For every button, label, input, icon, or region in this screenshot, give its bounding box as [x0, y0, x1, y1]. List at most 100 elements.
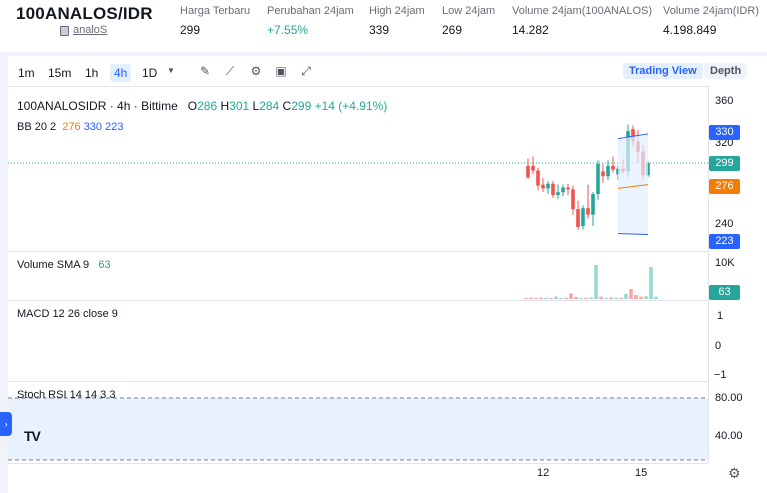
candle-body: [596, 163, 600, 195]
bb-upper-line: [617, 133, 649, 140]
stat-volume-base: Volume 24jam(100ANALOS) 14.282: [512, 5, 652, 37]
chart-settings-gear-icon[interactable]: ⚙: [728, 465, 741, 481]
volume-bar: [579, 298, 583, 299]
chart-toolbar: 1m 15m 1h 4h 1D ▼ ✎ ⟋ ⚙ ▣ ⤢ Trading View…: [8, 56, 767, 86]
volume-legend: Volume SMA 9 63: [17, 259, 111, 271]
volume-bar: [594, 265, 598, 299]
pane-divider: [8, 300, 708, 301]
trading-view-button[interactable]: Trading View: [623, 63, 703, 79]
price-axis-label: 360: [715, 95, 734, 107]
tradingview-logo-icon: TV: [24, 428, 41, 444]
stat-label: High 24jam: [369, 5, 425, 17]
volume-value: 63: [98, 259, 111, 271]
candle-body: [591, 194, 595, 215]
stat-label: Volume 24jam(IDR): [663, 5, 759, 17]
pair-title: 100ANALOS/IDR: [16, 4, 153, 23]
stoch-axis-label: 80.00: [715, 392, 743, 404]
volume-bar: [584, 297, 588, 299]
candle-body: [586, 208, 590, 215]
pane-divider: [8, 251, 708, 252]
fullscreen-icon[interactable]: ⤢: [301, 64, 311, 78]
legend-low: 284: [259, 99, 280, 113]
stat-value: 269: [442, 23, 463, 37]
stat-low-24h: Low 24jam 269: [442, 5, 495, 37]
bb-legend: BB 20 2 276 330 223: [17, 121, 123, 133]
candle-body: [606, 165, 610, 177]
volume-bar: [649, 267, 653, 299]
timeframe-1d[interactable]: 1D: [142, 66, 158, 80]
candle-body: [561, 187, 565, 193]
owner-link[interactable]: analoS: [73, 24, 108, 36]
volume-bar: [604, 297, 608, 299]
timeframe-15m[interactable]: 15m: [48, 66, 72, 80]
indicator-chart-icon[interactable]: ⟋: [225, 64, 235, 78]
bb-upper-value: 330: [83, 121, 103, 133]
volume-bar: [644, 296, 648, 299]
volume-bar: [544, 297, 548, 299]
time-axis-divider: [8, 463, 708, 464]
time-axis-label: 12: [537, 467, 550, 479]
volume-bar: [574, 297, 578, 299]
save-disk-icon[interactable]: ▣: [275, 64, 287, 78]
volume-bar: [629, 289, 633, 299]
price-axis-label: 240: [715, 218, 734, 230]
pane-divider: [8, 381, 708, 382]
candle-body: [541, 184, 545, 189]
volume-bar: [529, 297, 533, 299]
chart-widget[interactable]: 1m 15m 1h 4h 1D ▼ ✎ ⟋ ⚙ ▣ ⤢ Trading View…: [0, 56, 767, 493]
expand-panel-chevron-icon[interactable]: ›: [0, 412, 12, 436]
legend-open: 286: [197, 99, 218, 113]
macd-axis-label: 0: [715, 340, 722, 352]
volume-bar: [564, 297, 568, 299]
volume-bar: [534, 298, 538, 299]
time-axis-label: 15: [635, 467, 648, 479]
volume-axis-label: 10K: [715, 257, 735, 269]
macd-axis-label: −1: [714, 369, 727, 381]
toolbar-divider: [8, 86, 708, 87]
volume-bar: [624, 293, 628, 299]
bb-basis-tag: 276: [709, 179, 740, 194]
timeframe-dropdown-icon[interactable]: ▼: [167, 66, 175, 75]
candle-body: [556, 192, 560, 195]
bb-lower-tag: 223: [709, 234, 740, 249]
volume-bar: [619, 297, 623, 299]
timeframe-1m[interactable]: 1m: [18, 66, 35, 80]
stat-label: Volume 24jam(100ANALOS): [512, 5, 653, 17]
bb-label: BB 20 2: [17, 121, 57, 133]
chart-canvas[interactable]: [8, 56, 767, 493]
volume-bar: [654, 296, 658, 299]
candle-body: [566, 187, 570, 190]
depth-button[interactable]: Depth: [704, 63, 748, 79]
timeframe-4h[interactable]: 4h: [110, 64, 132, 82]
candle-body: [526, 165, 530, 178]
macd-legend: MACD 12 26 close 9: [17, 308, 118, 320]
owner-icon: [60, 26, 69, 36]
volume-bar: [614, 297, 618, 299]
stat-value: 14.282: [512, 23, 549, 37]
stat-value: 299: [180, 23, 201, 37]
stat-value: 4.198.849: [663, 23, 717, 37]
volume-bar: [634, 295, 638, 299]
stat-label: Harga Terbaru: [180, 5, 251, 17]
last-price-tag: 299: [709, 156, 740, 171]
volume-label: Volume SMA 9: [17, 259, 90, 271]
volume-bar: [639, 296, 643, 299]
volume-tag: 63: [709, 285, 740, 300]
stoch-axis-label: 40.00: [715, 430, 743, 442]
volume-bar: [524, 298, 528, 299]
candle-body: [631, 129, 635, 142]
candle-body: [536, 170, 540, 186]
price-axis-divider: [708, 86, 709, 463]
legend-symbol: 100ANALOSIDR: [17, 99, 107, 113]
candle-body: [576, 209, 580, 227]
settings-gear-icon[interactable]: ⚙: [250, 64, 262, 78]
volume-bar: [569, 293, 573, 299]
candle-body: [551, 183, 555, 195]
draw-pencil-icon[interactable]: ✎: [199, 64, 211, 78]
timeframe-1h[interactable]: 1h: [85, 66, 99, 80]
stat-volume-idr: Volume 24jam(IDR) 4.198.849: [663, 5, 759, 37]
legend-interval: 4h: [117, 99, 131, 113]
stat-change-24h: Perubahan 24jam +7.55%: [267, 5, 354, 37]
candle-body: [546, 183, 550, 189]
symbol-legend: 100ANALOSIDR · 4h · Bittime O286 H301 L2…: [17, 99, 388, 113]
